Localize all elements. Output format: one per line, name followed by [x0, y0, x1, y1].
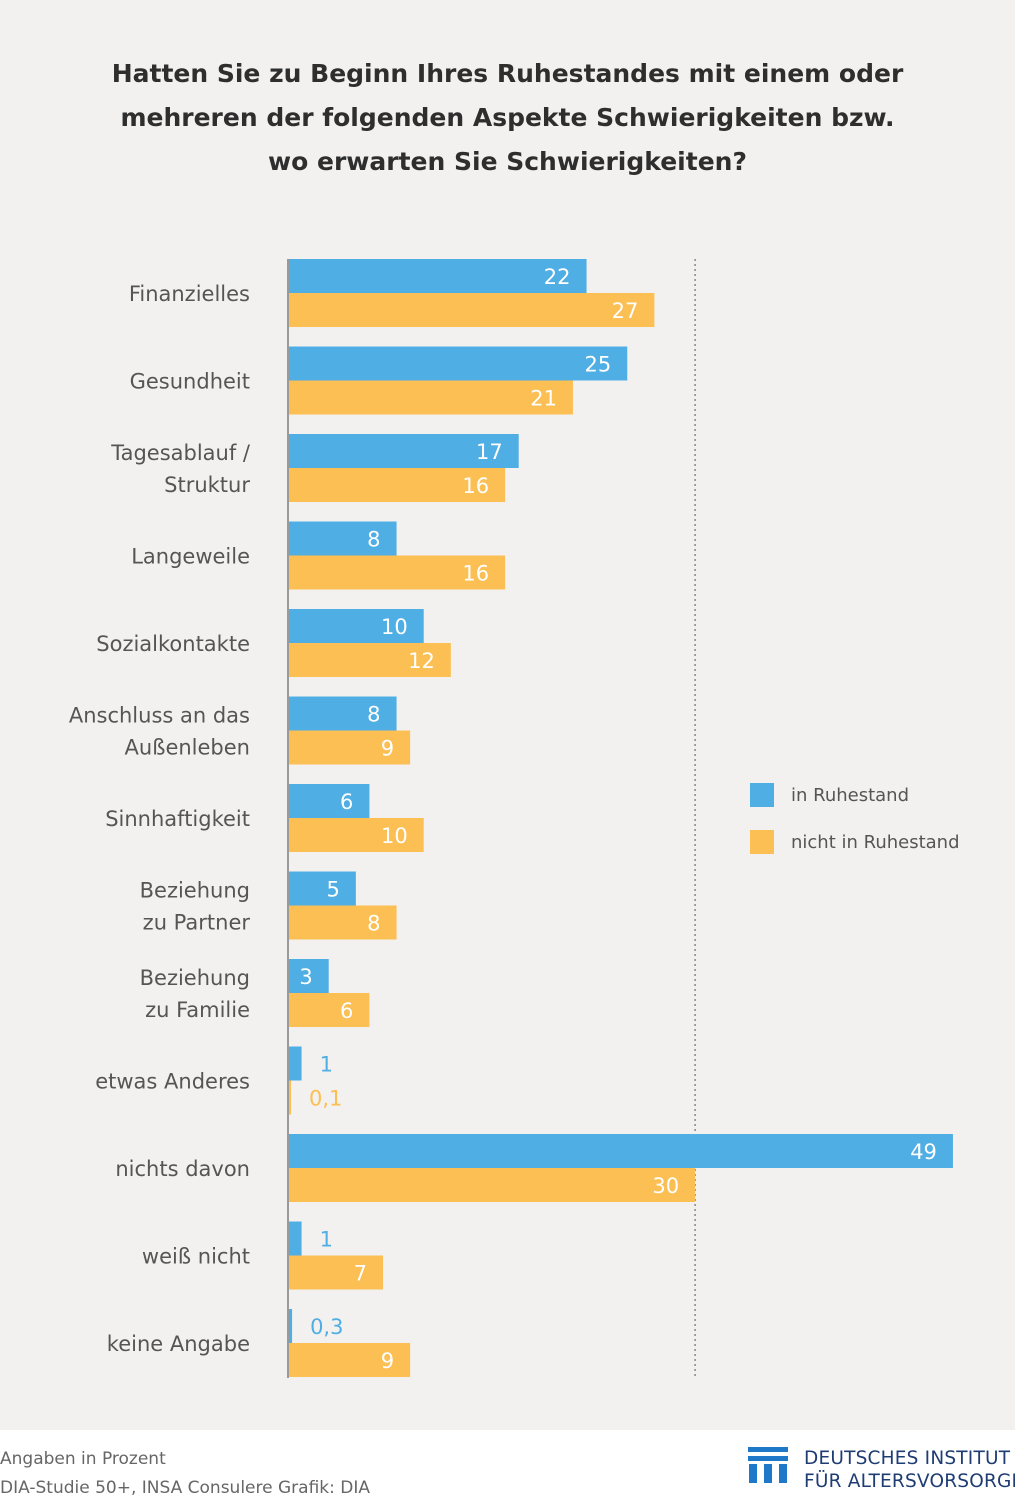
- bar-nicht-in-ruhestand: [288, 555, 506, 590]
- bar-nicht-in-ruhestand: [288, 1080, 291, 1115]
- legend-swatch: [750, 783, 774, 807]
- title-line-3: wo erwarten Sie Schwierigkeiten?: [268, 147, 747, 176]
- category-label: Sinnhaftigkeit: [105, 807, 250, 831]
- category-label: etwas Anderes: [95, 1070, 250, 1094]
- legend-swatch: [750, 830, 774, 854]
- data-label: 17: [476, 440, 503, 464]
- bar-in-ruhestand: [288, 784, 370, 818]
- logo-text-line-1: DEUTSCHES INSTITUT: [804, 1448, 1011, 1469]
- bar-chart: Finanzielles 22 27 Gesundheit 25 21 Tagesablau…: [69, 259, 960, 1378]
- bar-in-ruhestand: [288, 346, 628, 381]
- data-label: 9: [381, 1349, 394, 1373]
- bar-in-ruhestand: [288, 696, 397, 731]
- bar-nicht-in-ruhestand: [288, 1255, 383, 1290]
- data-label: 6: [340, 790, 353, 814]
- data-label: 12: [408, 649, 435, 673]
- data-label: 30: [652, 1174, 679, 1198]
- category-label: Langeweile: [131, 545, 250, 569]
- bar-in-ruhestand: [288, 1134, 953, 1168]
- data-label: 1: [320, 1053, 333, 1077]
- data-label: 0,1: [309, 1087, 342, 1111]
- bar-nicht-in-ruhestand: [288, 1343, 411, 1377]
- legend-label: nicht in Ruhestand: [791, 832, 960, 853]
- category-label: Beziehung: [140, 879, 250, 903]
- data-label: 22: [544, 265, 571, 289]
- data-label: 8: [367, 703, 380, 727]
- bar-in-ruhestand: [288, 521, 397, 556]
- data-label: 1: [320, 1228, 333, 1252]
- category-label: zu Familie: [145, 998, 250, 1022]
- category-label: Struktur: [164, 473, 250, 497]
- category-label: Tagesablauf /: [110, 441, 251, 465]
- data-label: 49: [910, 1140, 937, 1164]
- bar-in-ruhestand: [288, 1046, 302, 1081]
- bar-nicht-in-ruhestand: [288, 818, 424, 852]
- title-line-2: mehreren der folgenden Aspekte Schwierig…: [120, 103, 895, 132]
- category-label: Anschluss an das: [69, 704, 250, 728]
- bar-nicht-in-ruhestand: [288, 468, 506, 502]
- bar-in-ruhestand: [288, 1309, 293, 1343]
- data-label: 16: [462, 474, 489, 498]
- bar-nicht-in-ruhestand: [288, 643, 451, 677]
- data-label: 6: [340, 999, 353, 1023]
- dia-logo-icon: [748, 1447, 788, 1483]
- data-label: 9: [381, 737, 394, 761]
- data-label: 5: [326, 878, 339, 902]
- bar-nicht-in-ruhestand: [288, 293, 655, 327]
- data-label: 21: [530, 387, 557, 411]
- category-label: Finanzielles: [129, 282, 250, 306]
- data-label: 10: [381, 615, 408, 639]
- chart-title: Hatten Sie zu Beginn Ihres Ruhestandes m…: [80, 52, 935, 184]
- data-label: 27: [612, 299, 639, 323]
- bar-nicht-in-ruhestand: [288, 380, 573, 415]
- legend-label: in Ruhestand: [791, 785, 909, 806]
- data-label: 3: [299, 965, 312, 989]
- data-label: 16: [462, 562, 489, 586]
- data-label: 10: [381, 824, 408, 848]
- data-label: 0,3: [310, 1315, 343, 1339]
- category-label: Sozialkontakte: [96, 632, 250, 656]
- category-label: zu Partner: [143, 911, 251, 935]
- footer: Angaben in Prozent DIA-Studie 50+, INSA …: [0, 1430, 1015, 1500]
- bar-nicht-in-ruhestand: [288, 730, 411, 765]
- category-label: nichts davon: [115, 1157, 250, 1181]
- data-label: 8: [367, 528, 380, 552]
- data-label: 8: [367, 912, 380, 936]
- title-line-1: Hatten Sie zu Beginn Ihres Ruhestandes m…: [111, 59, 904, 88]
- bar-in-ruhestand: [288, 1221, 302, 1256]
- data-label: 25: [585, 353, 612, 377]
- logo-text-line-2: FÜR ALTERSVORSORGE: [804, 1471, 1015, 1492]
- category-label: Gesundheit: [130, 370, 250, 394]
- bar-in-ruhestand: [288, 609, 424, 643]
- bar-in-ruhestand: [288, 259, 587, 293]
- category-label: Außenleben: [125, 736, 250, 760]
- category-label: Beziehung: [140, 966, 250, 990]
- bar-in-ruhestand: [288, 871, 356, 906]
- bar-in-ruhestand: [288, 434, 519, 468]
- category-label: weiß nicht: [142, 1245, 250, 1269]
- unit-note: Angaben in Prozent: [0, 1449, 166, 1469]
- category-label: keine Angabe: [107, 1332, 250, 1356]
- bar-in-ruhestand: [288, 959, 329, 993]
- data-label: 7: [354, 1262, 367, 1286]
- bar-nicht-in-ruhestand: [288, 905, 397, 940]
- bar-nicht-in-ruhestand: [288, 993, 370, 1027]
- bar-nicht-in-ruhestand: [288, 1168, 696, 1202]
- source-note: DIA-Studie 50+, INSA Consulere Grafik: D…: [0, 1478, 370, 1498]
